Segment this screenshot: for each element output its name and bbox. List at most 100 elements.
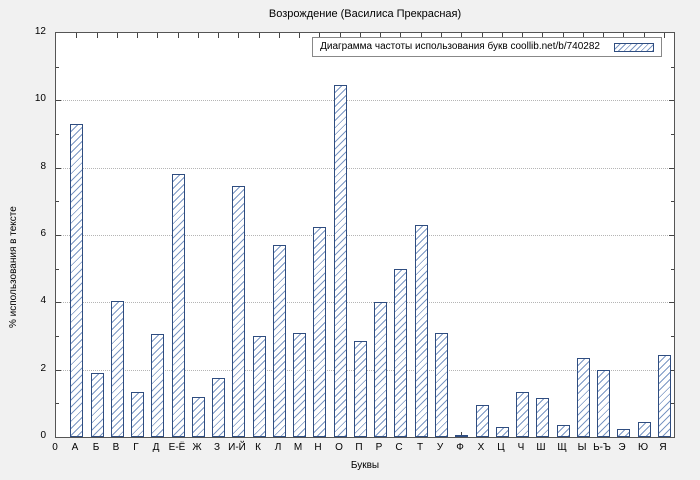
tick-mark <box>279 33 280 38</box>
x-tick-label: Ф <box>456 442 464 453</box>
legend-swatch <box>614 42 654 52</box>
x-tick-label: Е-Ё <box>168 442 186 453</box>
chart-title: Возрождение (Василиса Прекрасная) <box>268 8 462 20</box>
tick-mark <box>299 33 300 38</box>
bar <box>455 435 468 437</box>
tick-mark <box>671 268 674 270</box>
tick-mark <box>671 403 674 405</box>
x-tick-label: Ш <box>536 442 546 453</box>
tick-mark <box>157 33 158 38</box>
x-tick-label: И-Й <box>228 442 246 453</box>
tick-mark <box>669 302 674 304</box>
x-tick-label: Ч <box>517 442 525 453</box>
tick-mark <box>178 33 179 38</box>
tick-mark <box>603 33 604 38</box>
tick-mark <box>669 369 674 371</box>
x-tick-label: Р <box>375 442 383 453</box>
tick-mark <box>669 100 674 102</box>
tick-mark <box>259 33 260 38</box>
y-tick-label: 12 <box>34 26 46 37</box>
tick-mark <box>482 33 483 38</box>
x-tick-label: Б <box>92 442 100 453</box>
legend: Диаграмма частоты использования букв coo… <box>312 37 662 57</box>
tick-mark <box>671 66 674 68</box>
bar <box>374 302 387 437</box>
tick-mark <box>664 33 665 38</box>
bar <box>232 186 245 437</box>
gridline <box>56 235 674 236</box>
tick-mark <box>56 369 61 371</box>
bar <box>91 373 104 437</box>
bar <box>658 355 671 437</box>
y-axis-label: % использования в тексте <box>8 206 19 328</box>
x-tick-label: Д <box>152 442 160 453</box>
tick-mark <box>137 33 138 38</box>
tick-mark <box>522 33 523 38</box>
bar <box>597 370 610 437</box>
bar <box>557 425 570 437</box>
x-axis-label: Буквы <box>350 460 380 471</box>
bar <box>394 269 407 437</box>
x-tick-label: Т <box>416 442 424 453</box>
bar <box>435 333 448 437</box>
bar <box>334 85 347 437</box>
bar <box>192 397 205 437</box>
x-tick-label: Ю <box>637 442 649 453</box>
tick-mark <box>76 33 77 38</box>
gridline <box>56 100 674 102</box>
x-tick-label: Ц <box>497 442 505 453</box>
tick-mark <box>56 268 59 270</box>
x-tick-label: Я <box>659 442 667 453</box>
gridline <box>56 302 674 304</box>
legend-label: Диаграмма частоты использования букв coo… <box>320 41 600 52</box>
y-tick-label: 6 <box>40 228 46 239</box>
bar <box>273 245 286 437</box>
tick-mark <box>56 235 61 236</box>
bar <box>415 225 428 437</box>
tick-mark <box>502 33 503 38</box>
tick-mark <box>644 33 645 38</box>
x-tick-label: В <box>112 442 120 453</box>
tick-mark <box>56 66 59 68</box>
y-tick-label: 0 <box>40 430 46 441</box>
bar <box>496 427 509 437</box>
tick-mark <box>563 33 564 38</box>
tick-mark <box>461 432 462 437</box>
tick-mark <box>117 33 118 38</box>
tick-mark <box>441 33 442 38</box>
tick-mark <box>56 100 61 102</box>
tick-mark <box>198 33 199 38</box>
tick-mark <box>97 33 98 38</box>
x-tick-label: У <box>436 442 444 453</box>
bar <box>638 422 651 437</box>
tick-mark <box>669 167 674 169</box>
x-tick-label: Н <box>314 442 322 453</box>
tick-mark <box>542 33 543 38</box>
bar <box>516 392 529 437</box>
tick-mark <box>56 403 59 405</box>
bar <box>131 392 144 437</box>
y-tick-label: 2 <box>40 362 46 374</box>
bar <box>617 429 630 437</box>
gridline <box>56 167 674 169</box>
bar <box>313 227 326 437</box>
tick-mark <box>380 33 381 38</box>
tick-mark <box>671 336 674 337</box>
x-tick-label: П <box>355 442 363 453</box>
x-tick-label: Ы <box>577 442 587 453</box>
tick-mark <box>56 302 61 304</box>
tick-mark <box>238 33 239 38</box>
tick-mark <box>218 33 219 38</box>
tick-mark <box>56 167 61 169</box>
x-tick-label: Э <box>618 442 626 453</box>
y-tick-label: 8 <box>40 160 46 172</box>
y-tick-label: 4 <box>40 295 46 307</box>
plot-area: Диаграмма частоты использования букв coo… <box>55 32 675 438</box>
bar <box>577 358 590 437</box>
tick-mark <box>56 201 59 203</box>
tick-mark <box>671 201 674 203</box>
y-tick-label: 10 <box>34 93 46 105</box>
x-tick-label: Ь-Ъ <box>593 442 611 453</box>
tick-mark <box>56 336 59 337</box>
